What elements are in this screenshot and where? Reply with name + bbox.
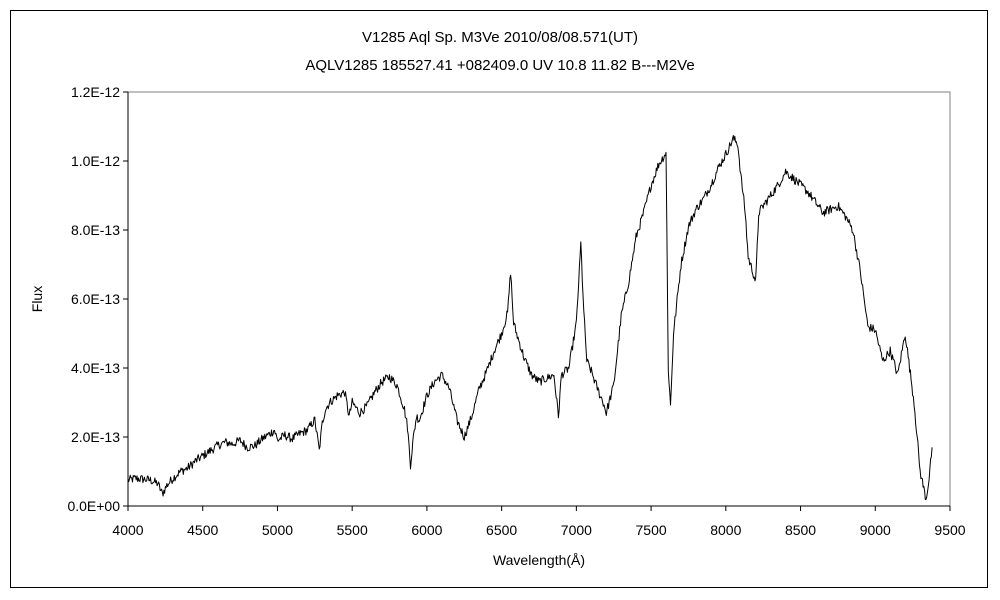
chart-subtitle: AQLV1285 185527.41 +082409.0 UV 10.8 11.… — [305, 57, 694, 74]
x-tick-label: 9500 — [934, 522, 965, 538]
y-tick-label: 2.0E-13 — [71, 429, 120, 445]
x-tick-label: 4500 — [187, 522, 218, 538]
y-axis-label: Flux — [29, 286, 45, 312]
y-tick-label: 1.2E-12 — [71, 84, 120, 100]
y-axis-ticks: 0.0E+00 2.0E-13 4.0E-13 6.0E-13 8.0E-13 1.0E-… — [67, 84, 128, 514]
x-axis-ticks: 4000 4500 5000 5500 6000 6500 7000 7500 8000 8500… — [112, 506, 966, 538]
y-tick-label: 6.0E-13 — [71, 291, 120, 307]
chart-title: V1285 Aql Sp. M3Ve 2010/08/08.571(UT) — [362, 29, 638, 46]
y-tick-label: 8.0E-13 — [71, 222, 120, 238]
x-tick-label: 7500 — [636, 522, 667, 538]
y-tick-label: 4.0E-13 — [71, 360, 120, 376]
x-axis-label: Wavelength(Å) — [493, 552, 585, 568]
x-tick-label: 8500 — [785, 522, 816, 538]
x-tick-label: 5000 — [262, 522, 293, 538]
series-line-flux — [127, 135, 933, 500]
x-tick-label: 9000 — [860, 522, 891, 538]
plot-area — [127, 91, 951, 507]
x-tick-label: 4000 — [112, 522, 143, 538]
x-tick-label: 6000 — [411, 522, 442, 538]
x-tick-label: 8000 — [710, 522, 741, 538]
x-tick-label: 7000 — [561, 522, 592, 538]
x-tick-label: 6500 — [486, 522, 517, 538]
y-tick-label: 1.0E-12 — [71, 153, 120, 169]
y-tick-label: 0.0E+00 — [67, 498, 120, 514]
x-tick-label: 5500 — [337, 522, 368, 538]
